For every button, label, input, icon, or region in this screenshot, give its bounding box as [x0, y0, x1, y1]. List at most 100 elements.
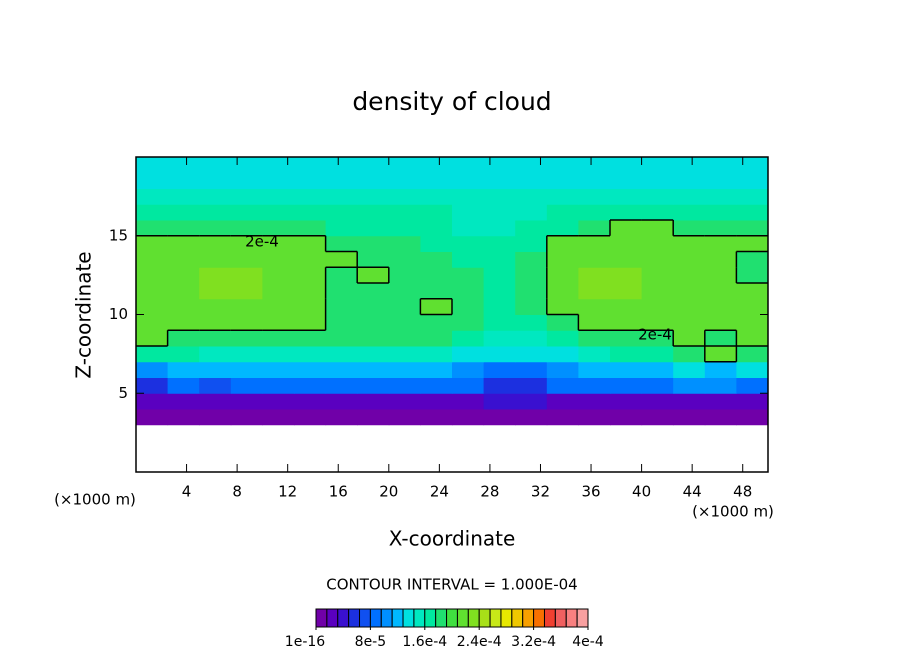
cell — [515, 330, 548, 347]
cell — [546, 172, 579, 189]
cell — [167, 393, 200, 410]
cell — [420, 188, 453, 205]
cell — [641, 157, 674, 174]
cell — [230, 188, 263, 205]
cell — [167, 361, 200, 378]
cell — [167, 409, 200, 426]
colorbar-box — [326, 608, 339, 628]
colorbar-box — [565, 608, 578, 628]
cell — [483, 204, 516, 221]
x-tick-label: 28 — [480, 483, 499, 501]
colorbar-label: 4e-4 — [572, 634, 604, 650]
cell — [230, 393, 263, 410]
cell — [546, 188, 579, 205]
chart-title: density of cloud — [352, 87, 551, 116]
cell — [294, 393, 327, 410]
cell — [704, 393, 737, 410]
cell — [262, 314, 295, 331]
x-unit-label: (×1000 m) — [54, 491, 136, 509]
contour-label: 2e-4 — [245, 233, 279, 251]
x-tick-label: 40 — [632, 483, 651, 501]
cell — [483, 361, 516, 378]
cell — [199, 204, 232, 221]
cell — [167, 235, 200, 252]
cell — [673, 377, 706, 394]
cell — [325, 283, 358, 300]
cell — [262, 298, 295, 315]
cell — [325, 172, 358, 189]
colorbar-label: 8e-5 — [355, 634, 386, 650]
cell — [546, 235, 579, 252]
cell — [641, 267, 674, 284]
cell — [199, 361, 232, 378]
cell — [357, 283, 390, 300]
cell — [704, 204, 737, 221]
cell — [736, 361, 769, 378]
cell — [452, 330, 485, 347]
cell — [167, 346, 200, 363]
cell — [483, 283, 516, 300]
cell — [515, 172, 548, 189]
cell — [704, 377, 737, 394]
cell — [704, 283, 737, 300]
cell — [262, 157, 295, 174]
x-tick-label: 24 — [430, 483, 449, 501]
cell — [167, 377, 200, 394]
cell — [515, 283, 548, 300]
cell — [136, 188, 169, 205]
cell — [673, 172, 706, 189]
colorbar-box — [576, 608, 589, 628]
cell — [610, 220, 643, 237]
cell — [325, 298, 358, 315]
cell — [420, 267, 453, 284]
cell — [325, 267, 358, 284]
cell — [736, 188, 769, 205]
cell — [515, 298, 548, 315]
colorbar-box — [380, 608, 393, 628]
cell — [420, 251, 453, 268]
cell — [736, 157, 769, 174]
cell — [483, 377, 516, 394]
cell — [546, 361, 579, 378]
cell — [483, 409, 516, 426]
cell — [357, 235, 390, 252]
cell — [578, 361, 611, 378]
cell — [136, 298, 169, 315]
cell — [673, 393, 706, 410]
cell — [230, 377, 263, 394]
cell — [262, 267, 295, 284]
cell — [262, 204, 295, 221]
y-tick-label: 5 — [118, 384, 128, 402]
cell — [736, 267, 769, 284]
cell — [388, 204, 421, 221]
cell — [230, 314, 263, 331]
cell — [388, 346, 421, 363]
cell — [452, 251, 485, 268]
cell — [199, 283, 232, 300]
cell — [388, 251, 421, 268]
cell — [704, 346, 737, 363]
cell — [420, 204, 453, 221]
cell — [546, 267, 579, 284]
cell — [610, 314, 643, 331]
cell — [136, 157, 169, 174]
cell — [641, 251, 674, 268]
cell — [357, 330, 390, 347]
cell — [136, 361, 169, 378]
cell — [641, 393, 674, 410]
cell — [641, 346, 674, 363]
cell — [736, 314, 769, 331]
cell — [515, 409, 548, 426]
cell — [610, 157, 643, 174]
cell — [736, 172, 769, 189]
cell — [357, 251, 390, 268]
cell — [230, 330, 263, 347]
cell — [578, 204, 611, 221]
cell — [167, 283, 200, 300]
colorbar-box — [489, 608, 502, 628]
contour-interval: CONTOUR INTERVAL = 1.000E-04 — [326, 576, 577, 594]
cell — [578, 172, 611, 189]
cell — [452, 393, 485, 410]
cell — [230, 204, 263, 221]
cell — [167, 157, 200, 174]
